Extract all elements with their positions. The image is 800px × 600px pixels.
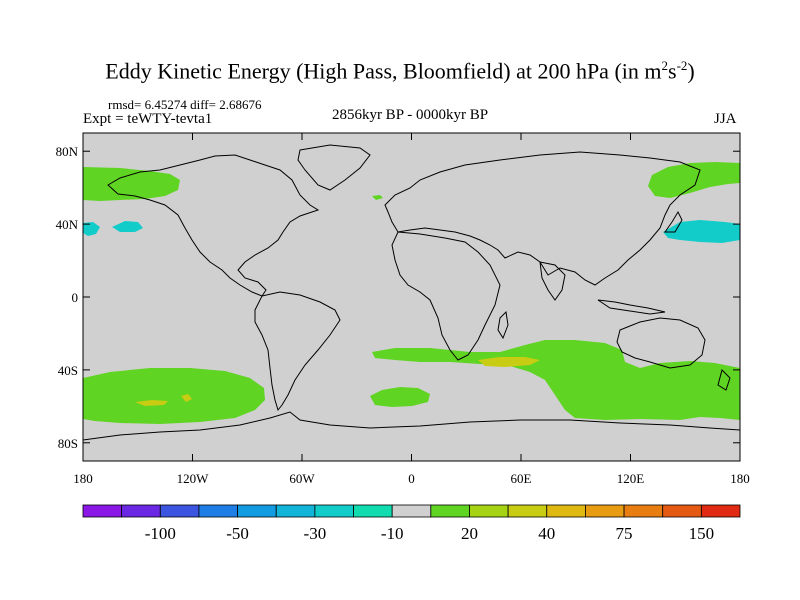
lat-label: 80N <box>56 144 79 159</box>
colorbar-swatch <box>700 504 741 518</box>
anomaly-regions <box>83 162 740 424</box>
lat-label: 40N <box>56 217 79 232</box>
lat-label: 40S <box>58 363 78 378</box>
region-south-atlantic <box>370 387 430 407</box>
rmsd-diff-stats: rmsd= 6.45274 diff= 2.68676 <box>108 97 262 112</box>
colorbar-label: -10 <box>381 524 404 543</box>
lat-label: 0 <box>72 290 79 305</box>
colorbar-swatch <box>353 504 393 518</box>
colorbar-swatch <box>391 504 432 518</box>
colorbar: -100 -50 -30 -10 20 40 75 150 <box>82 504 741 543</box>
colorbar-swatch <box>430 504 470 518</box>
coast-australia <box>616 317 706 369</box>
region-south-pacific-strong-1 <box>135 400 168 406</box>
coast-new-zealand <box>717 369 731 391</box>
lon-label: 180 <box>730 471 750 486</box>
map-axes: 80N 40N 0 40S 80S 180 120W 60W 0 60E 120E 180 <box>56 133 750 486</box>
lon-label: 120E <box>617 471 645 486</box>
coast-eurasia <box>384 151 701 286</box>
coast-madagascar <box>497 310 509 340</box>
colorbar-label: 150 <box>689 524 715 543</box>
region-indian-ocean-strong <box>478 357 540 367</box>
experiment-label: Expt = teWTY-tevta1 <box>83 111 213 127</box>
colorbar-swatch <box>469 504 509 518</box>
colorbar-label: -30 <box>304 524 327 543</box>
colorbar-swatch <box>623 504 664 518</box>
coast-india <box>539 261 566 301</box>
coastlines <box>83 144 740 441</box>
region-north-pacific-east <box>83 167 180 201</box>
coast-japan <box>664 210 683 233</box>
season-label: JJA <box>714 111 737 127</box>
lon-label: 0 <box>408 471 415 486</box>
colorbar-label: 75 <box>616 524 633 543</box>
lat-label: 80S <box>58 436 78 451</box>
region-small-atlantic <box>372 195 383 200</box>
region-south-pacific <box>83 368 265 424</box>
colorbar-swatch <box>507 504 548 518</box>
colorbar-label: -100 <box>145 524 176 543</box>
region-cyan-japan <box>663 220 740 243</box>
colorbar-label: -50 <box>226 524 249 543</box>
colorbar-label: 40 <box>538 524 555 543</box>
coast-north-america <box>107 154 320 297</box>
coast-africa <box>391 231 501 361</box>
lon-label: 60E <box>511 471 532 486</box>
lon-label: 180 <box>73 471 93 486</box>
chart-title: Eddy Kinetic Energy (High Pass, Bloomfie… <box>105 58 695 84</box>
region-south-pacific-strong-2 <box>181 394 192 402</box>
region-cyan-pacific-2 <box>112 221 143 232</box>
colorbar-swatch <box>121 504 161 518</box>
colorbar-swatch <box>198 504 238 518</box>
coast-antarctica <box>83 411 740 441</box>
colorbar-swatch <box>314 504 354 518</box>
region-indian-ocean <box>372 340 740 420</box>
lon-label: 60W <box>289 471 315 486</box>
colorbar-swatch <box>237 504 277 518</box>
coast-greenland <box>297 144 371 191</box>
region-north-pacific-west <box>648 162 740 198</box>
colorbar-swatch <box>275 504 316 518</box>
period-label: 2856kyr BP - 0000kyr BP <box>331 107 489 123</box>
coast-south-america <box>254 291 341 412</box>
colorbar-label: 20 <box>461 524 478 543</box>
region-cyan-pacific-1 <box>83 222 100 236</box>
coast-indonesia <box>597 299 666 315</box>
colorbar-swatch <box>546 504 586 518</box>
colorbar-swatch <box>159 504 200 518</box>
lon-label: 120W <box>177 471 210 486</box>
colorbar-swatch <box>662 504 702 518</box>
colorbar-swatch <box>585 504 625 518</box>
colorbar-swatch <box>82 504 123 518</box>
